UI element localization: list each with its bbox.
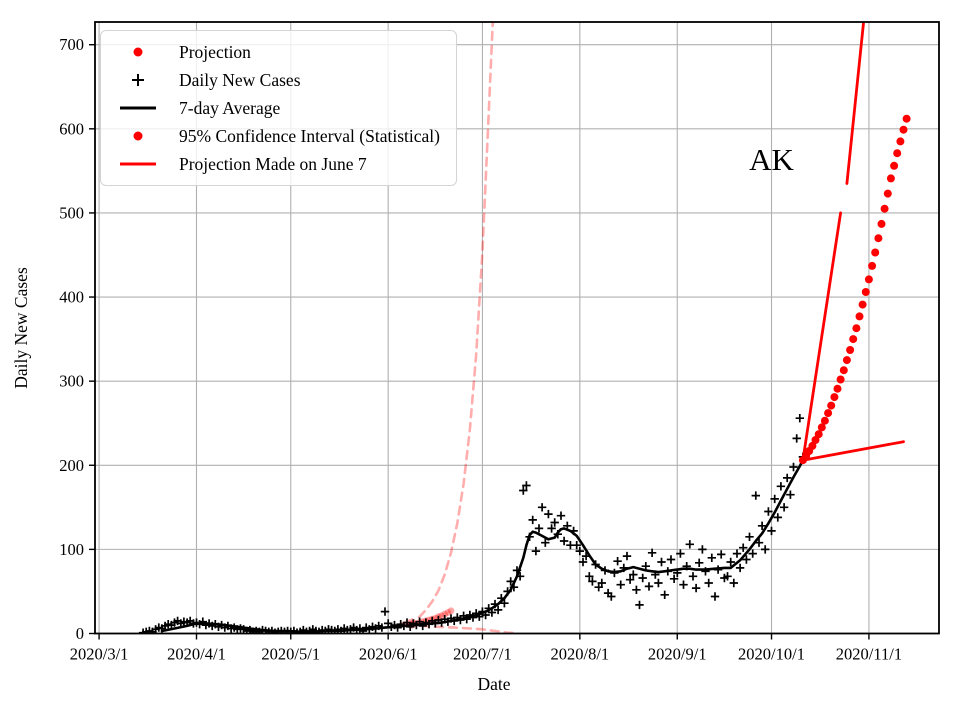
y-tick-label: 500	[59, 203, 84, 222]
projection-dot	[877, 219, 886, 228]
state-annotation: AK	[749, 142, 794, 177]
projection-dot	[447, 607, 455, 615]
legend-item-label: Projection	[179, 41, 251, 62]
legend-item: 95% Confidence Interval (Statistical)	[109, 122, 440, 150]
ci-line-segment	[845, 22, 865, 185]
y-tick-label: 0	[76, 624, 84, 643]
legend-item-label: Projection Made on June 7	[179, 153, 367, 174]
legend-item: 7-day Average	[109, 94, 440, 122]
series-dashed-path	[405, 22, 495, 626]
line-swatch-icon	[109, 100, 167, 116]
projection-dot	[827, 401, 836, 410]
projection-dot	[830, 393, 839, 402]
x-tick-label: 2020/5/1	[261, 645, 320, 664]
plot-border	[94, 21, 940, 635]
x-axis-title: Date	[477, 674, 510, 694]
legend-item: Daily New Cases	[109, 66, 440, 94]
y-tick-label: 300	[59, 372, 84, 391]
projection-dot	[817, 423, 826, 432]
legend-item: Projection	[109, 38, 440, 66]
projection-dot	[836, 375, 845, 384]
projection-dot	[874, 234, 883, 243]
projection-dot	[444, 609, 452, 616]
projection-dot	[808, 441, 817, 450]
projection-dot	[864, 275, 873, 284]
x-tick-label: 2020/9/1	[648, 645, 707, 664]
projection-dot	[852, 324, 861, 333]
projection-dot	[441, 610, 449, 618]
series-line-path	[801, 440, 905, 462]
projection-dot	[880, 204, 889, 213]
projection-dot	[871, 248, 880, 257]
projection-dot	[849, 335, 858, 344]
y-axis-title: Daily New Cases	[11, 267, 31, 389]
x-tick-label: 2020/3/1	[70, 645, 129, 664]
legend-item-label: Daily New Cases	[179, 69, 301, 90]
swatch-plus	[132, 74, 144, 86]
x-tick-label: 2020/8/1	[551, 645, 610, 664]
series-dashed-path	[405, 623, 519, 634]
swatch-dot	[133, 47, 143, 57]
projection-dot	[899, 125, 908, 134]
y-tick-label: 600	[59, 119, 84, 138]
red-dot-icon	[109, 128, 167, 144]
projection-dot	[824, 409, 833, 418]
x-tick-label: 2020/7/1	[453, 645, 512, 664]
projection-dot	[814, 430, 823, 439]
gridlines	[95, 22, 939, 635]
projection-dot	[886, 174, 895, 183]
projection-dot	[868, 261, 877, 270]
y-tick-label: 700	[59, 35, 84, 54]
projection-dot	[855, 312, 864, 321]
legend-item-label: 95% Confidence Interval (Statistical)	[179, 125, 440, 146]
daily-cases-plus-markers	[138, 414, 808, 634]
ci-line-segment	[801, 211, 842, 462]
projection-dot	[839, 366, 848, 375]
projection-dot	[861, 288, 870, 296]
y-tick-label: 400	[59, 288, 84, 307]
data-series-layer	[138, 22, 911, 634]
projection-dot	[842, 356, 851, 365]
projection-dot	[833, 384, 842, 393]
plus-marker-icon	[109, 72, 167, 88]
y-tick-label: 200	[59, 456, 84, 475]
axis-ticks: 2020/3/1 2020/4/1 2020/5/1 2020/6/1 2020/7/1…	[59, 35, 902, 663]
projection-dot	[902, 114, 911, 123]
projection-dot	[846, 346, 855, 354]
projection-dot	[858, 300, 867, 309]
y-tick-label: 100	[59, 540, 84, 559]
x-tick-label: 2020/11/1	[836, 645, 902, 664]
projection-dot	[896, 137, 905, 146]
projection-dot	[820, 416, 829, 425]
projection-dot	[890, 161, 899, 170]
x-tick-label: 2020/10/1	[738, 645, 805, 664]
x-tick-label: 2020/6/1	[359, 645, 418, 664]
x-tick-label: 2020/4/1	[167, 645, 226, 664]
projection-dot	[438, 612, 445, 620]
legend-item: Projection Made on June 7	[109, 150, 440, 178]
legend: Projection Daily New Cases 7-day Average 95…	[100, 30, 457, 186]
projection-dot	[883, 189, 892, 198]
projection-dot	[893, 149, 902, 158]
legend-item-label: 7-day Average	[179, 97, 281, 118]
line-swatch-icon	[109, 156, 167, 172]
swatch-dot	[133, 131, 143, 141]
red-dot-icon	[109, 44, 167, 60]
series-line-path	[160, 458, 805, 634]
